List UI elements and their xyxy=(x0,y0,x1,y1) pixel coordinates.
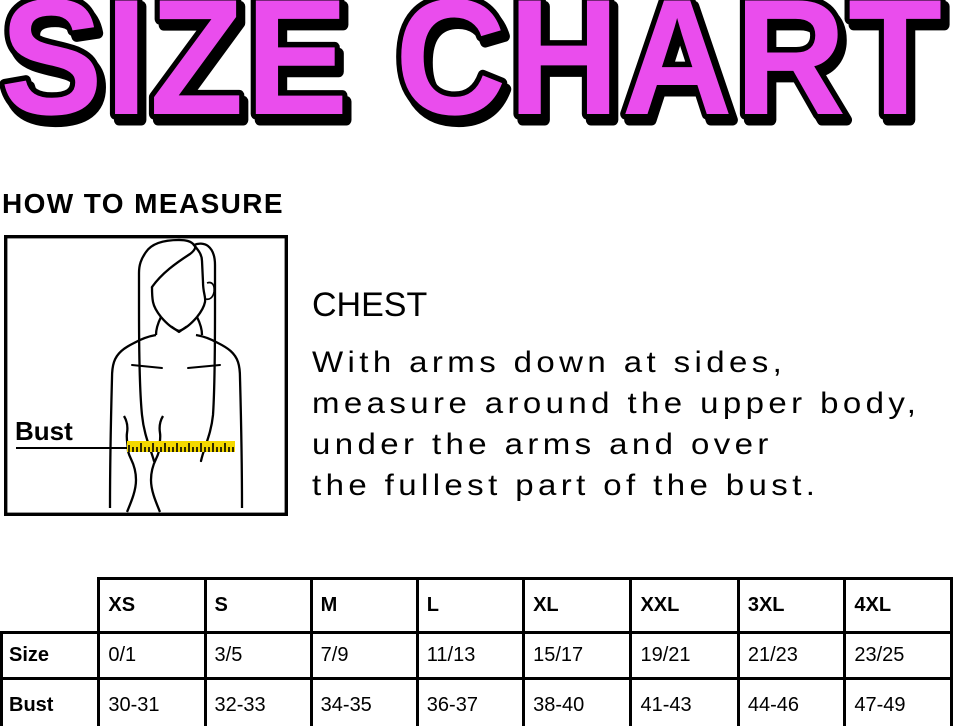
svg-text:SIZE CHART: SIZE CHART xyxy=(0,0,944,137)
svg-text:Bust: Bust xyxy=(15,416,73,446)
